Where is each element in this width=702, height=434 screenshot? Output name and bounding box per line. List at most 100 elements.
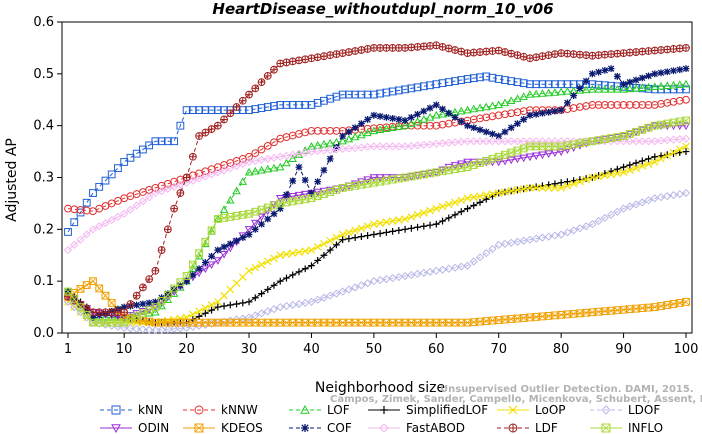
legend-marker-ldf <box>508 423 518 433</box>
point-kdeos-65 <box>463 318 472 327</box>
point-lof-17 <box>163 295 173 304</box>
point-simplifiedlof-86 <box>595 172 603 179</box>
point-knn-67 <box>476 73 484 82</box>
point-fastabod-11 <box>126 205 135 214</box>
point-fastabod-18 <box>170 182 179 191</box>
point-cof-82 <box>570 92 578 100</box>
point-knn-66 <box>469 74 478 83</box>
point-fastabod-56 <box>407 141 416 150</box>
legend-label-inflo: INFLO <box>628 421 663 434</box>
point-kdeos-62 <box>444 318 453 327</box>
point-ldof-100 <box>681 188 691 198</box>
point-ldf-73 <box>513 51 522 60</box>
point-knn-35 <box>276 101 285 109</box>
point-inflo-40 <box>307 194 316 203</box>
point-simplifiedlof-61 <box>439 217 446 225</box>
point-ldf-99 <box>675 44 684 53</box>
legend-marker-lof <box>300 404 310 414</box>
point-fastabod-8 <box>107 215 116 225</box>
point-fastabod-41 <box>313 146 322 156</box>
point-cof-69 <box>489 130 496 138</box>
point-knn-51 <box>376 89 385 98</box>
y-axis: 0.0 0.1 0.2 0.3 0.4 0.5 0.6 <box>33 15 62 341</box>
point-ldf-100 <box>682 44 690 52</box>
point-simplifiedlof-81 <box>563 178 571 186</box>
point-loop-91 <box>625 166 634 175</box>
y-tick-label-4: 0.4 <box>33 119 54 134</box>
point-fastabod-44 <box>332 145 341 154</box>
point-ldf-76 <box>532 53 541 62</box>
point-knn-48 <box>357 90 366 99</box>
point-fastabod-63 <box>450 138 460 147</box>
point-fastabod-93 <box>638 137 647 146</box>
point-loop-48 <box>357 224 366 233</box>
point-loop-53 <box>388 217 397 225</box>
point-kdeos-76 <box>532 313 541 321</box>
point-ldf-67 <box>476 48 484 56</box>
point-knn-53 <box>388 87 397 96</box>
point-ldf-79 <box>551 50 559 59</box>
point-cof-44 <box>333 144 340 151</box>
point-kdeos-25 <box>213 318 222 327</box>
point-lof-31 <box>251 166 260 175</box>
legend-item-simplifiedlof: SimplifiedLOF <box>368 403 488 417</box>
point-inflo-93 <box>638 125 647 134</box>
point-inflo-95 <box>650 121 659 130</box>
point-cof-85 <box>588 70 596 78</box>
point-fastabod-20 <box>182 178 191 187</box>
point-fastabod-6 <box>95 222 104 231</box>
point-knn-15 <box>151 137 160 146</box>
series-loop <box>64 142 690 327</box>
point-loop-43 <box>326 236 335 245</box>
point-inflo-88 <box>607 134 615 143</box>
point-simplifiedlof-39 <box>301 265 309 273</box>
point-lof-81 <box>563 87 572 95</box>
point-ldf-11 <box>126 300 135 308</box>
point-lof-85 <box>588 84 597 93</box>
legend-marker-fastabod <box>379 423 389 433</box>
point-knnw-87 <box>600 101 609 109</box>
point-lof-56 <box>407 119 416 127</box>
legend-label-loop: LoOP <box>535 403 566 417</box>
point-loop-47 <box>351 226 359 235</box>
point-cof-23 <box>201 259 209 266</box>
point-fastabod-43 <box>326 145 335 155</box>
point-lof-95 <box>650 82 660 91</box>
point-inflo-97 <box>663 119 672 128</box>
point-knnw-32 <box>257 145 266 154</box>
point-cof-59 <box>426 104 434 112</box>
point-inflo-8 <box>107 318 116 327</box>
point-loop-56 <box>407 213 416 221</box>
point-fastabod-16 <box>157 186 166 196</box>
point-odin-31 <box>251 219 260 228</box>
point-fastabod-91 <box>625 137 634 146</box>
point-inflo-75 <box>526 142 534 151</box>
point-fastabod-17 <box>163 184 172 194</box>
point-ldf-33 <box>263 72 272 80</box>
legend-marker-kdeos <box>194 423 204 433</box>
point-cof-61 <box>439 105 446 113</box>
point-ldof-84 <box>582 222 591 231</box>
point-inflo-79 <box>551 142 559 151</box>
point-inflo-82 <box>569 140 578 149</box>
point-fastabod-14 <box>145 193 154 202</box>
point-loop-60 <box>432 204 441 213</box>
point-kdeos-77 <box>538 312 547 321</box>
point-inflo-3 <box>76 303 85 311</box>
point-odin-72 <box>506 156 516 165</box>
point-ldf-19 <box>176 189 185 197</box>
point-fastabod-21 <box>188 176 197 185</box>
point-loop-76 <box>532 184 541 192</box>
point-ldof-30 <box>244 313 254 322</box>
legend-item-lof: LOF <box>289 403 350 417</box>
point-ldof-17 <box>163 325 172 334</box>
point-kdeos-68 <box>482 317 491 325</box>
point-kdeos-97 <box>663 301 672 309</box>
point-inflo-68 <box>482 157 491 165</box>
point-knn-31 <box>251 105 260 113</box>
point-loop-81 <box>563 181 572 190</box>
point-fastabod-9 <box>113 212 123 222</box>
point-cof-70 <box>495 132 503 140</box>
point-lof-64 <box>457 106 466 115</box>
point-knn-44 <box>332 92 341 101</box>
